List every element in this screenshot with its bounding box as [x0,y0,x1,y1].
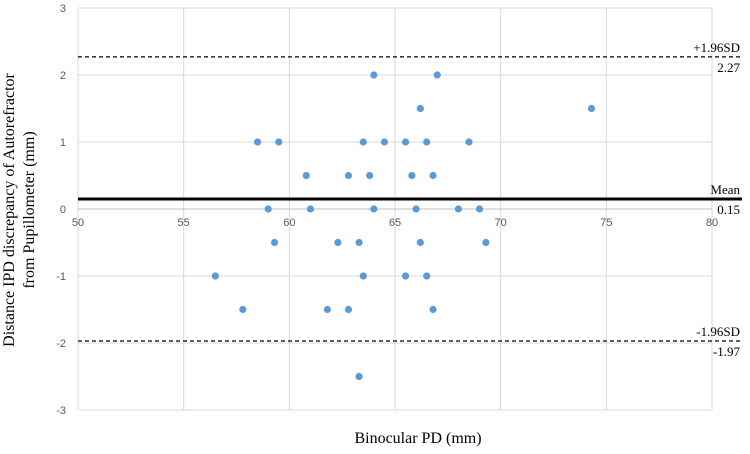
lower-loa-label: -1.96SD [696,324,740,339]
mean-value-label: 0.15 [717,202,740,217]
data-point [270,238,279,247]
data-point [344,171,353,180]
data-point [429,171,437,180]
data-point [344,305,353,314]
data-point [408,171,416,180]
data-point [323,305,331,314]
y-axis-title-line2: from Pupillometer (mm) [21,131,38,288]
data-points [211,71,596,381]
data-point [254,138,262,146]
x-tick-label: 60 [283,217,295,229]
data-point [370,205,378,213]
data-point [433,71,441,79]
data-point [423,138,431,146]
data-point [355,238,363,247]
upper-loa-label: +1.96SD [693,40,740,55]
reference-lines: +1.96SD 2.27 Mean 0.15 -1.96SD -1.97 [78,40,742,359]
data-point [334,238,342,247]
y-tick-label: 0 [60,204,66,216]
x-tick-label: 55 [178,217,190,229]
data-point [366,171,374,180]
y-tick-label: 1 [60,137,66,149]
data-point [416,238,424,247]
y-tick-label: 2 [60,70,66,82]
x-tick-label: 75 [600,217,612,229]
data-point [401,272,410,280]
lower-loa-value-label: -1.97 [713,344,741,359]
data-point [275,138,283,146]
tick-labels: 50 55 60 65 70 75 80 -3 -2 -1 0 1 2 3 [56,3,718,417]
data-point [423,272,431,280]
data-point [359,272,367,280]
data-point [302,171,310,180]
data-point [380,138,389,146]
x-tick-label: 50 [72,217,84,229]
y-tick-label: -1 [56,271,66,283]
data-point [429,305,437,314]
x-tick-label: 65 [389,217,401,229]
data-point [482,238,490,247]
y-tick-label: 3 [60,3,66,15]
data-point [264,205,272,213]
data-point [211,272,219,280]
data-point [412,205,420,213]
data-point [475,205,484,213]
data-point [370,71,378,79]
data-point [454,205,462,213]
data-point [416,104,424,113]
x-tick-label: 70 [495,217,507,229]
data-point [306,205,315,213]
data-point [355,372,363,381]
mean-label: Mean [710,182,740,197]
data-point [239,305,247,314]
data-point [359,138,367,146]
y-tick-label: -3 [56,405,66,417]
data-point [401,138,410,146]
y-axis-title-line1: Distance IPD discrepancy of Autorefracto… [1,72,18,346]
upper-loa-value-label: 2.27 [717,60,740,75]
data-point [465,138,473,146]
y-tick-label: -2 [56,338,66,350]
x-axis-title: Binocular PD (mm) [354,430,481,447]
data-point [587,104,596,113]
x-tick-label: 80 [706,217,718,229]
